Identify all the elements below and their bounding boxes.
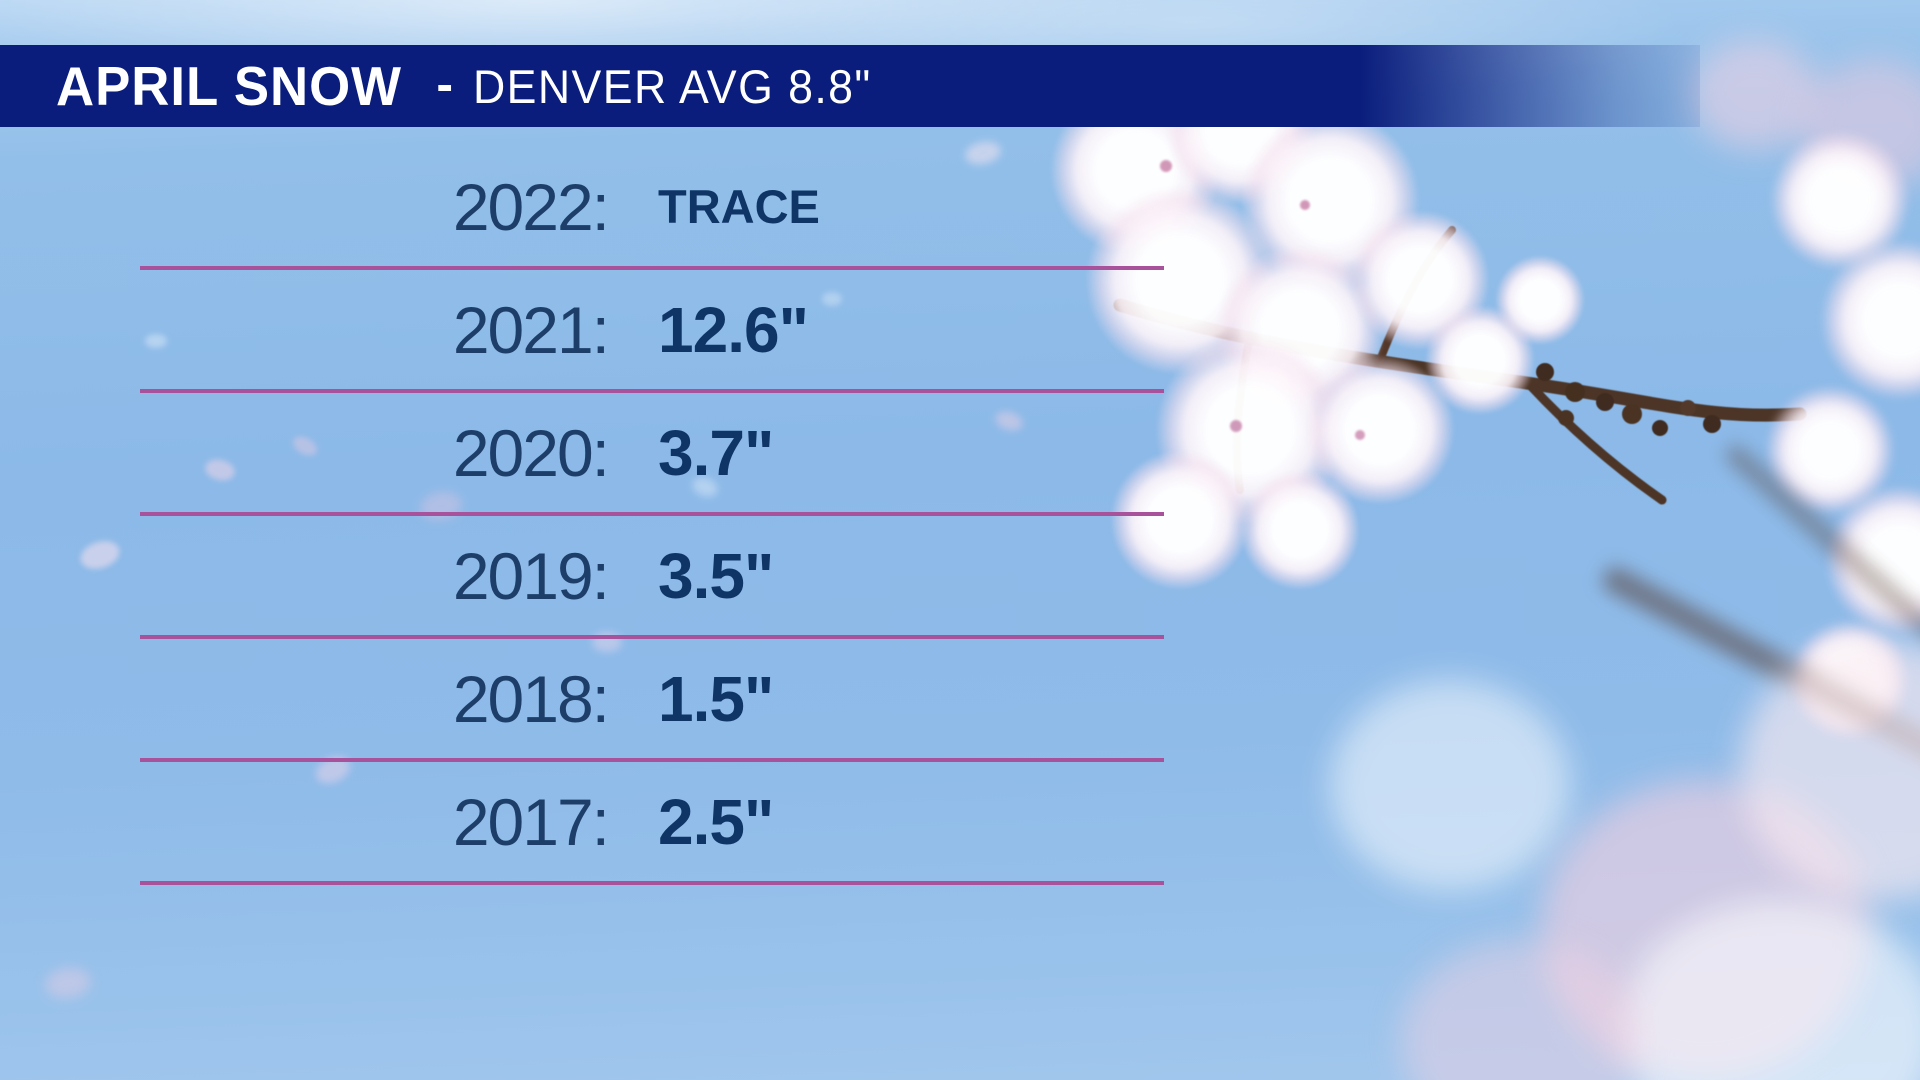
bokeh-blossom: [1400, 940, 1640, 1080]
bokeh-blossom: [1620, 900, 1920, 1080]
snow-value: 1.5": [658, 662, 774, 735]
pink-bokeh: [1800, 60, 1920, 190]
blurred-branch: [1722, 441, 1920, 657]
bokeh-blossom: [1740, 640, 1920, 900]
year-label: 2017:: [452, 784, 610, 859]
banner-separator: -: [436, 56, 454, 112]
petal: [76, 536, 124, 574]
year-label: 2020:: [452, 415, 610, 490]
blossom-cluster-right: [1770, 130, 1910, 270]
snow-value: 12.6": [658, 293, 809, 366]
blossom-cluster: [1240, 110, 1420, 290]
blossom-speck: [1300, 200, 1310, 210]
bokeh-blossom: [1330, 680, 1570, 890]
table-row: 2021: 12.6": [140, 270, 1164, 393]
blossom-cluster-right: [1820, 240, 1920, 400]
table-row: 2018: 1.5": [140, 639, 1164, 762]
blossom-cluster: [1240, 470, 1360, 590]
banner-title: APRIL SNOW: [56, 55, 402, 117]
blossom-cluster-right: [1790, 620, 1910, 740]
blossom-cluster: [1155, 335, 1345, 525]
year-label: 2021:: [452, 292, 610, 367]
blossom-cluster: [1495, 255, 1585, 345]
petal: [43, 964, 93, 1002]
snow-value: 2.5": [658, 785, 774, 858]
blossom-speck: [1230, 420, 1242, 432]
blossom-cluster: [1305, 355, 1455, 505]
blurred-branch: [1598, 562, 1920, 784]
blossom-cluster-right: [1825, 485, 1920, 635]
table-row: 2022: TRACE: [140, 147, 1164, 270]
blossom-cluster: [1350, 210, 1490, 350]
blossom-cluster-right: [1765, 385, 1895, 515]
banner-subtitle: DENVER AVG 8.8": [473, 59, 872, 113]
title-banner: APRIL SNOW - DENVER AVG 8.8": [0, 45, 1700, 127]
table-row: 2019: 3.5": [140, 516, 1164, 639]
blossom-cluster: [1215, 245, 1385, 415]
table-row: 2020: 3.7": [140, 393, 1164, 516]
blossom-speck: [1355, 430, 1365, 440]
snow-value: 3.5": [658, 539, 774, 612]
snow-data-table: 2022: TRACE 2021: 12.6" 2020: 3.7" 2019:…: [140, 147, 1164, 885]
year-label: 2019:: [452, 538, 610, 613]
pink-bokeh: [1690, 40, 1820, 150]
snow-value: 3.7": [658, 416, 774, 489]
blossom-cluster: [1425, 305, 1535, 415]
snow-value: TRACE: [658, 180, 820, 233]
year-label: 2018:: [452, 661, 610, 736]
table-row: 2017: 2.5": [140, 762, 1164, 885]
bokeh-blossom: [1540, 780, 1870, 1080]
year-label: 2022:: [452, 169, 610, 244]
